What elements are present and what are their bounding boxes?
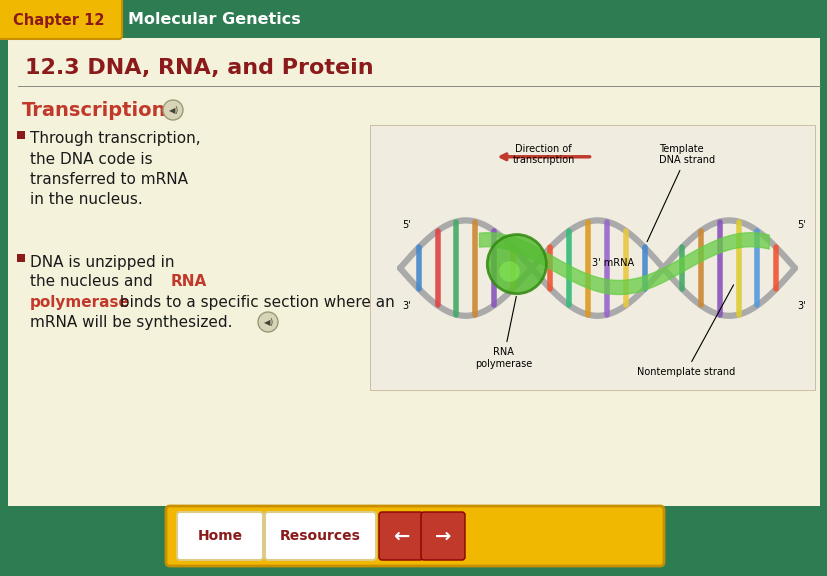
Text: 3': 3' [796,301,805,310]
Text: 3' mRNA: 3' mRNA [592,258,633,268]
Text: Molecular Genetics: Molecular Genetics [128,13,300,28]
Text: Through transcription,: Through transcription, [30,131,200,146]
Text: 5': 5' [402,219,410,230]
Circle shape [486,234,546,294]
Text: Transcription: Transcription [22,100,166,119]
Text: Direction of
transcription: Direction of transcription [512,143,574,165]
FancyBboxPatch shape [420,512,465,560]
Bar [8,38,819,538]
Bar [370,125,814,390]
Circle shape [163,100,183,120]
Text: ): ) [174,107,178,116]
Text: 12.3 DNA, RNA, and Protein: 12.3 DNA, RNA, and Protein [25,58,373,78]
Bar [17,131,25,139]
Text: mRNA will be synthesized.: mRNA will be synthesized. [30,314,232,329]
Text: Home: Home [197,529,242,543]
Text: DNA is unzipped in: DNA is unzipped in [30,255,174,270]
Bar [17,254,25,262]
Text: binds to a specific section where an: binds to a specific section where an [115,294,394,309]
FancyBboxPatch shape [379,512,423,560]
FancyBboxPatch shape [265,512,375,560]
Bar [0,0,827,36]
Text: ←: ← [392,526,409,545]
Text: RNA
polymerase: RNA polymerase [475,297,532,369]
Text: ◀: ◀ [169,107,175,116]
Text: polymerase: polymerase [30,294,130,309]
Text: the DNA code is: the DNA code is [30,151,152,166]
Text: Resources: Resources [280,529,360,543]
FancyBboxPatch shape [177,512,263,560]
Text: 3': 3' [402,301,410,310]
Text: Chapter 12: Chapter 12 [13,13,105,28]
Text: in the nucleus.: in the nucleus. [30,191,142,207]
Text: ◀: ◀ [264,319,270,328]
FancyBboxPatch shape [0,0,122,39]
Text: RNA: RNA [171,275,207,290]
Text: ): ) [269,319,272,328]
Bar [0,506,827,570]
FancyBboxPatch shape [165,506,663,566]
Circle shape [499,261,519,282]
Text: Template
DNA strand: Template DNA strand [646,143,715,242]
Text: →: → [434,526,451,545]
Text: transferred to mRNA: transferred to mRNA [30,172,188,187]
Text: Nontemplate strand: Nontemplate strand [636,285,734,377]
Circle shape [258,312,278,332]
Text: the nucleus and: the nucleus and [30,275,157,290]
Text: 5': 5' [796,219,805,230]
